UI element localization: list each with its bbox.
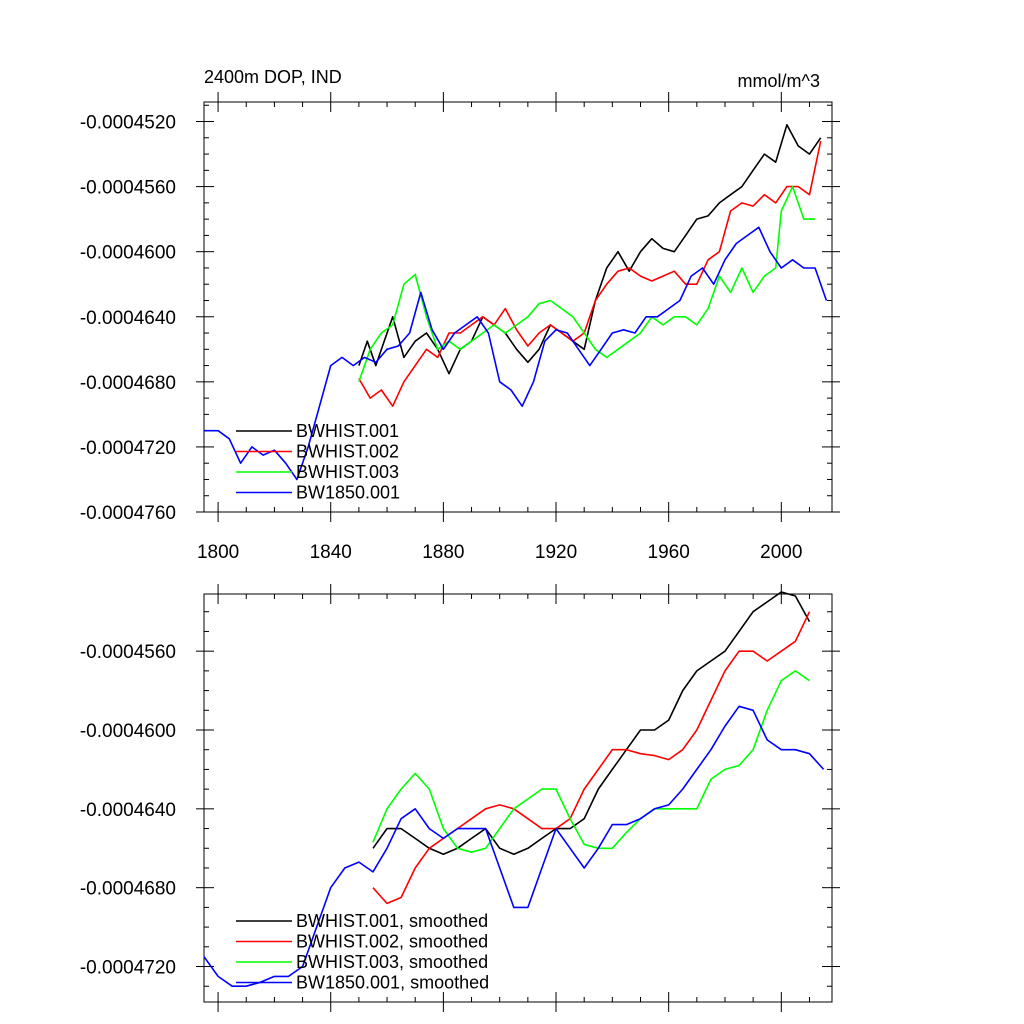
legend-label: BWHIST.002, smoothed xyxy=(296,932,488,952)
legend-label: BWHIST.002 xyxy=(296,442,399,462)
legend-label: BWHIST.003, smoothed xyxy=(296,952,488,972)
top-panel: 2400m DOP, IND mmol/m^3 1800 1840 1880 1920… xyxy=(80,67,840,563)
y-tick-label: -0.0004720 xyxy=(80,438,176,459)
y-tick-label: -0.0004560 xyxy=(80,642,176,663)
bottom-plot-area: -0.0004560 -0.0004600 -0.0004640 -0.0004680… xyxy=(80,584,840,1012)
series-line-bwhist-003 xyxy=(372,670,810,854)
series-line-bw1850-001 xyxy=(203,705,825,988)
legend-label: BWHIST.001 xyxy=(296,421,399,441)
y-tick-label: -0.0004640 xyxy=(80,308,176,329)
y-tick-label: -0.0004680 xyxy=(80,879,176,900)
x-tick-label: 2000 xyxy=(760,542,802,563)
y-tick-label: -0.0004760 xyxy=(80,503,176,524)
chart-title: 2400m DOP, IND xyxy=(204,67,342,87)
series-line-bwhist-002 xyxy=(372,611,811,905)
x-tick-label: 1960 xyxy=(648,542,690,563)
top-plot-area: 1800 1840 1880 1920 1960 2000 -0.0004520 -0.000… xyxy=(80,92,840,563)
y-tick-label: -0.0004720 xyxy=(80,958,176,979)
x-tick-label: 1840 xyxy=(310,542,352,563)
series-line-bw1850-001 xyxy=(204,226,828,481)
y-tick-label: -0.0004520 xyxy=(80,113,176,134)
y-tick-label: -0.0004640 xyxy=(80,800,176,821)
y-tick-label: -0.0004680 xyxy=(80,373,176,394)
y-tick-label: -0.0004600 xyxy=(80,243,176,264)
x-tick-label: 1920 xyxy=(535,542,577,563)
legend-label: BW1850.001 xyxy=(296,483,400,503)
y-tick-label: -0.0004560 xyxy=(80,178,176,199)
legend-label: BW1850.001, smoothed xyxy=(296,973,489,993)
x-tick-label: 1880 xyxy=(422,542,464,563)
plot-frame xyxy=(203,593,833,1003)
y-tick-label: -0.0004600 xyxy=(80,721,176,742)
series-line-bwhist-002 xyxy=(358,140,822,408)
legend-label: BWHIST.001, smoothed xyxy=(296,911,488,931)
bottom-panel: -0.0004560 -0.0004600 -0.0004640 -0.0004680… xyxy=(80,584,840,1012)
series-line-bwhist-001 xyxy=(372,591,811,856)
plot-frame xyxy=(203,101,833,513)
units-label: mmol/m^3 xyxy=(738,71,820,91)
series-line-bwhist-003 xyxy=(358,185,816,383)
legend-label: BWHIST.003 xyxy=(296,462,399,482)
x-tick-label: 1800 xyxy=(197,542,239,563)
series-line-bwhist-001 xyxy=(358,124,822,375)
